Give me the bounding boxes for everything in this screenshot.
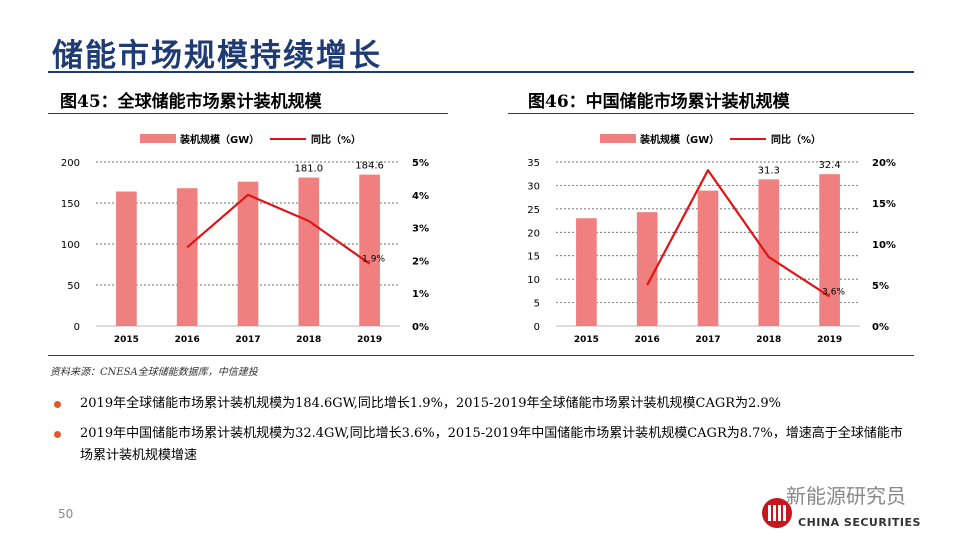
watermark-text: 新能源研究员 [786,484,906,508]
bar-data-label: 181.0 [294,164,323,175]
x-tick-label: 2019 [357,335,382,345]
global-storage-chart: 装机规模（GW） 同比（%） 0 50 100 150 200 0% 1% 2% 3% 4% 5% 201… [61,133,429,345]
figure-46-rule [508,113,914,114]
x-tick-label: 2017 [695,335,720,345]
y-right-tick-label: 5% [412,158,429,169]
bar [237,181,259,326]
bullet-item: 2019年全球储能市场累计装机规模为184.6GW,同比增长1.9%，2015-… [54,393,914,415]
y-left-tick-label: 150 [61,199,80,210]
section-divider [48,355,914,356]
y-left-tick-label: 20 [527,228,540,239]
bullet-item: 2019年中国储能市场累计装机规模为32.4GW,同比增长3.6%，2015-2… [54,423,914,467]
y-right-tick-label: 20% [872,158,896,169]
legend-label: 同比（%） [771,133,821,146]
y-left-tick-label: 30 [527,181,540,192]
page-number: 50 [58,507,74,521]
y-right-tick-label: 15% [872,199,896,210]
china-storage-chart: 装机规模（GW） 同比（%） 0 5 10 15 20 25 30 35 0% 5% 10% 15% 20%… [527,133,896,345]
figure-46-title: 图46：中国储能市场累计装机规模 [528,92,790,112]
legend-bar-swatch [140,134,176,143]
legend-label: 装机规模（GW） [639,133,719,146]
page-title: 储能市场规模持续增长 [52,38,382,74]
y-left-tick-label: 0 [74,322,80,333]
bullet-dot-icon [54,401,61,408]
legend-label: 同比（%） [311,133,361,146]
x-tick-label: 2015 [574,335,599,345]
y-left-tick-label: 35 [527,158,540,169]
y-left-tick-label: 15 [527,252,540,263]
line-data-label: 3.6% [822,287,845,297]
y-right-tick-label: 0% [412,322,429,333]
x-tick-label: 2015 [114,335,139,345]
legend-bar-swatch [600,134,636,143]
y-right-tick-label: 5% [872,281,889,292]
y-right-tick-label: 3% [412,224,429,235]
bar [636,212,658,326]
bar [576,218,597,326]
bar-data-label: 184.6 [355,161,384,172]
bullet-text: 2019年中国储能市场累计装机规模为32.4GW,同比增长3.6%，2015-2… [80,426,903,463]
y-left-tick-label: 100 [61,240,80,251]
y-right-tick-label: 10% [872,240,896,251]
bar [176,188,198,326]
x-tick-label: 2018 [296,335,321,345]
bar [116,191,137,326]
y-right-tick-label: 1% [412,289,429,300]
bullet-text: 2019年全球储能市场累计装机规模为184.6GW,同比增长1.9%，2015-… [80,396,782,411]
y-right-tick-label: 4% [412,191,429,202]
legend-label: 装机规模（GW） [179,133,259,146]
bar [697,190,719,326]
china-securities-logo-icon [762,498,792,528]
y-left-tick-label: 5 [534,299,540,310]
x-tick-label: 2016 [635,335,660,345]
yoy-line [646,169,831,298]
y-left-tick-label: 25 [527,205,540,216]
x-tick-label: 2017 [235,335,260,345]
y-left-tick-label: 10 [527,275,540,286]
line-data-label: 1.9% [362,255,385,265]
yoy-line [186,193,371,265]
y-left-tick-label: 200 [61,158,80,169]
watermark: 新能源研究员 CHINA SECURITIES [738,480,938,536]
bar [298,177,320,326]
bar [359,174,380,326]
title-rule [48,71,914,73]
bar-data-label: 32.4 [818,160,840,171]
bullet-dot-icon [54,431,61,438]
data-source: 资料来源：CNESA全球储能数据库，中信建投 [50,367,258,378]
figure-45-rule [48,113,448,114]
figure-45-title: 图45：全球储能市场累计装机规模 [60,92,322,112]
x-tick-label: 2016 [175,335,200,345]
bar [758,179,780,326]
bar [819,174,840,326]
x-tick-label: 2018 [756,335,781,345]
x-tick-label: 2019 [817,335,842,345]
watermark-sub: CHINA SECURITIES [798,516,921,529]
bar-data-label: 31.3 [758,165,780,176]
y-left-tick-label: 50 [67,281,80,292]
y-right-tick-label: 0% [872,322,889,333]
y-right-tick-label: 2% [412,256,429,267]
y-left-tick-label: 0 [534,322,540,333]
